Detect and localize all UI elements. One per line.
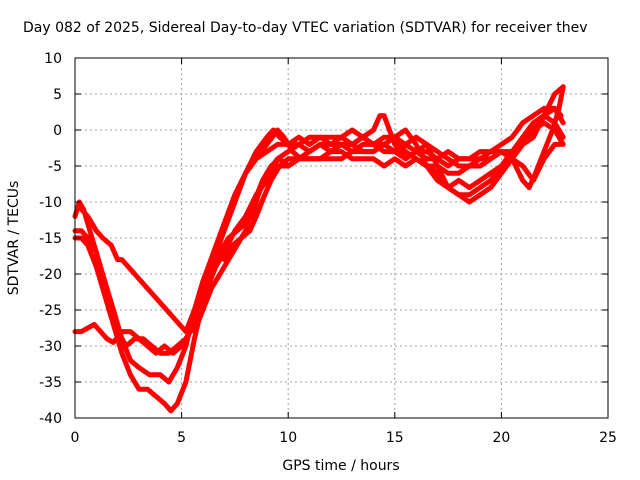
y-tick-label: -10	[39, 195, 62, 211]
y-tick-label: -40	[39, 411, 62, 427]
series-line-track-2	[72, 113, 566, 414]
grid-layer	[75, 58, 608, 418]
x-tick-label: 10	[279, 430, 297, 446]
series-line-track-1	[72, 105, 566, 356]
y-tick-label: -30	[39, 339, 62, 355]
y-axis-label: SDTVAR / TECUs	[6, 181, 22, 296]
series-line-track-5	[78, 84, 566, 335]
x-tick-label: 20	[492, 430, 510, 446]
x-tick-label: 15	[386, 430, 404, 446]
y-tick-label: -35	[39, 375, 62, 391]
x-tick-label: 5	[177, 430, 186, 446]
y-tick-label: 5	[53, 87, 62, 103]
x-tick-label: 0	[71, 430, 80, 446]
series-line-track-7	[221, 84, 566, 263]
y-tick-label: -20	[39, 267, 62, 283]
tick-layer: 0 5 10 15 20 25 -40 -35 -30 -25 -20 -15 -10 -5 0 5 10	[39, 51, 617, 446]
y-tick-label: -25	[39, 303, 62, 319]
y-tick-label: -15	[39, 231, 62, 247]
y-tick-label: -5	[48, 159, 62, 175]
y-tick-label: 10	[44, 51, 62, 67]
chart-title: Day 082 of 2025, Sidereal Day-to-day VTE…	[23, 20, 587, 36]
series-layer	[72, 84, 566, 414]
y-tick-label: 0	[53, 123, 62, 139]
x-tick-label: 25	[599, 430, 617, 446]
x-axis-label: GPS time / hours	[282, 458, 399, 474]
